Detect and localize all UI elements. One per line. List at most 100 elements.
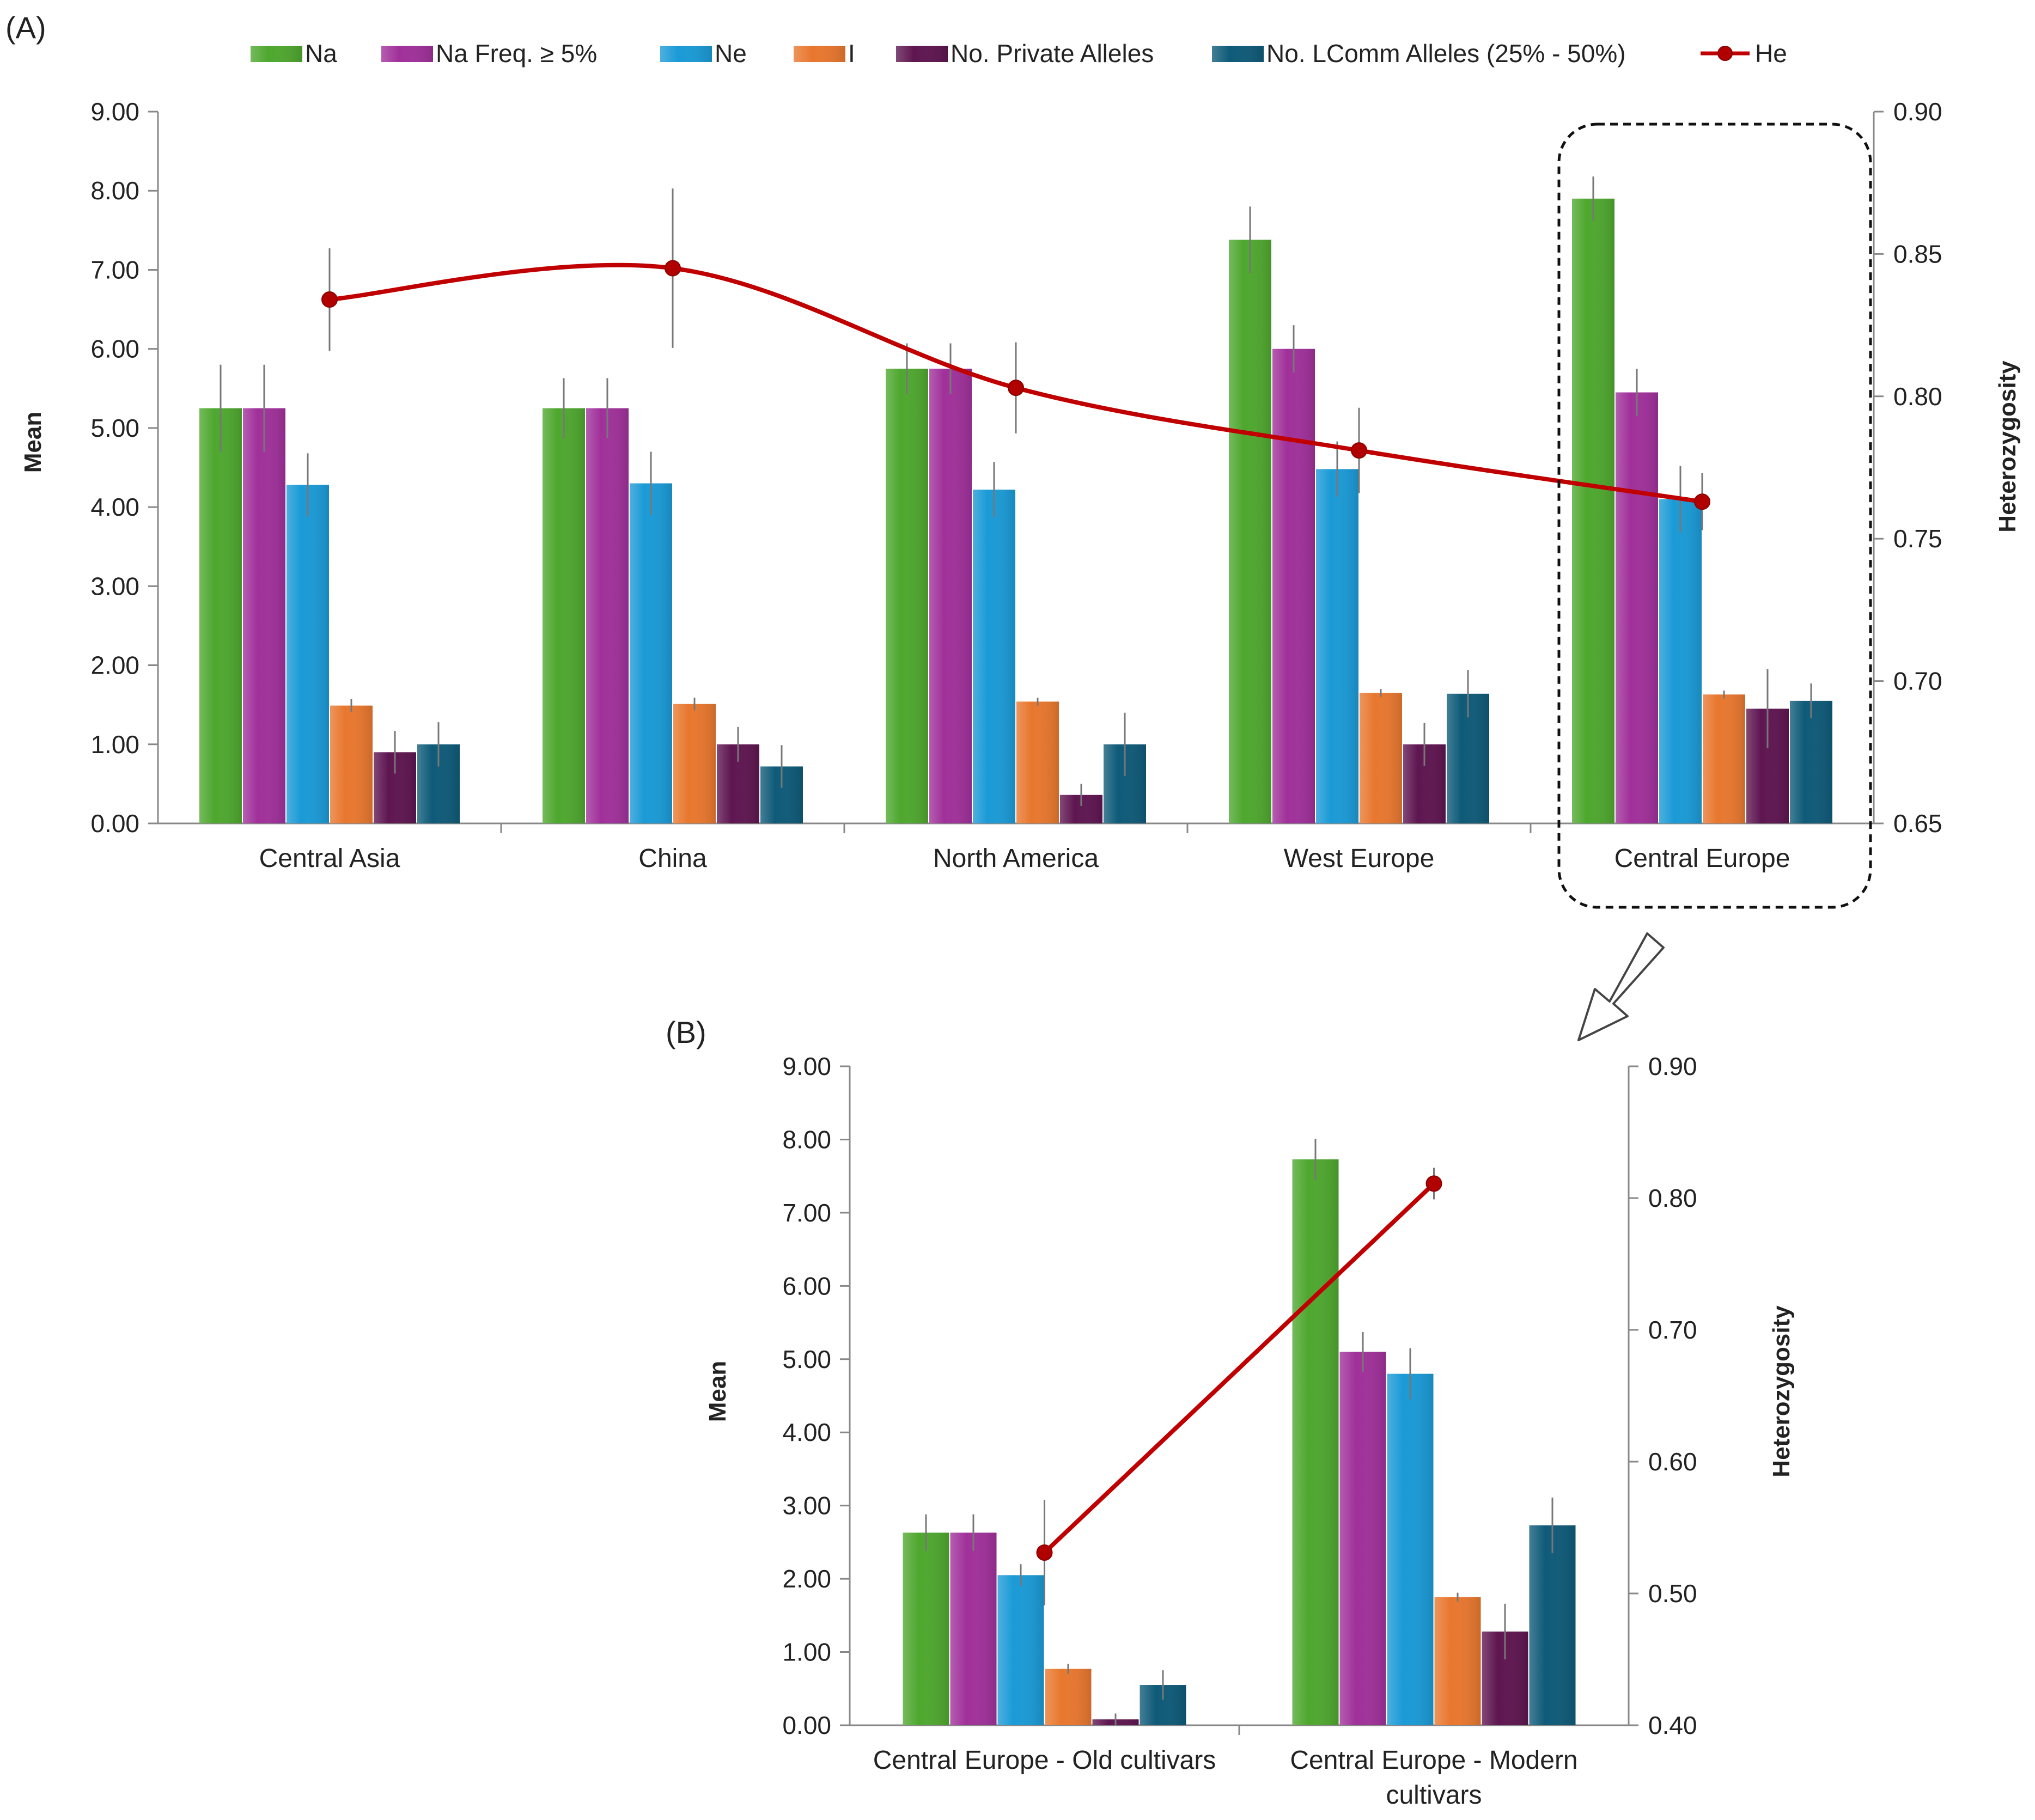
chartA-category-label: China (638, 844, 707, 873)
chartA-bar-gloss (1659, 499, 1702, 823)
chart-a-ylabel: Mean (20, 412, 46, 473)
chartB-bar-gloss (1339, 1352, 1386, 1725)
chartA-bar-gloss (630, 483, 672, 823)
chartB-bar-gloss (1045, 1669, 1092, 1725)
chartB-bar-gloss (1292, 1159, 1339, 1725)
legend-swatch-gloss (251, 46, 302, 62)
chartA-ytick-label: 9.00 (90, 97, 139, 126)
legend-swatch-gloss (660, 46, 712, 62)
chartA-category-label: Central Asia (259, 844, 400, 873)
chartB-he-point (1036, 1544, 1053, 1561)
highlight-box (1557, 123, 1872, 909)
chartB-bar-gloss (1529, 1525, 1576, 1725)
chartA-ytick-label: 1.00 (90, 730, 139, 759)
chartA-bar-gloss (673, 704, 716, 823)
chartB-y2tick-label: 0.50 (1648, 1579, 1697, 1608)
chartB-bar-gloss (950, 1532, 997, 1725)
chartA-ytick-label: 5.00 (90, 414, 139, 442)
legend-he-marker (1717, 46, 1733, 61)
chartB-y2tick-label: 0.60 (1648, 1448, 1697, 1476)
chartB-ytick-label: 0.00 (782, 1711, 831, 1739)
chartA-ytick-label: 4.00 (90, 493, 139, 521)
chartA-bar-gloss (543, 408, 585, 823)
chartB-he-line (1043, 1182, 1436, 1554)
chartA-bar-gloss (1316, 469, 1358, 823)
chartA-ytick-label: 2.00 (90, 651, 139, 680)
legend-label: No. Private Alleles (951, 39, 1154, 68)
chartB-ytick-label: 6.00 (782, 1272, 831, 1300)
chartA-bar-gloss (1790, 700, 1832, 823)
chartA-ytick-label: 7.00 (90, 255, 139, 284)
chartA-bar-gloss (929, 368, 972, 823)
chartA-bar-gloss (1572, 198, 1614, 824)
chartB-category-label: Central Europe - Old cultivars (873, 1746, 1216, 1775)
chartB-bar-gloss (997, 1575, 1044, 1725)
legend-label: Na (305, 39, 337, 68)
chartA-bar-gloss (1272, 349, 1315, 823)
chartB-category-label: cultivars (1386, 1781, 1482, 1810)
chartA-he-point (1008, 380, 1024, 396)
chartA-bar-gloss (1016, 701, 1059, 823)
chart-b-ylabel: Mean (704, 1361, 731, 1422)
chartA-bar-gloss (973, 490, 1015, 823)
legend-swatch-gloss (794, 46, 845, 62)
chartA-y2tick-label: 0.70 (1893, 667, 1942, 695)
legend-swatch-gloss (896, 46, 948, 62)
chartA-y2tick-label: 0.75 (1893, 524, 1942, 553)
legend-label: No. LComm Alleles (25% - 50%) (1266, 39, 1626, 68)
chartA-category-label: North America (933, 844, 1099, 873)
chartB-ytick-label: 4.00 (782, 1418, 831, 1446)
chartA-he-point (665, 260, 681, 277)
chartB-ytick-label: 8.00 (782, 1125, 831, 1153)
chartB-y2tick-label: 0.80 (1648, 1184, 1697, 1212)
chartA-bar-gloss (1703, 694, 1745, 823)
chartA-ytick-label: 8.00 (90, 176, 139, 205)
chartA-he-point (1351, 442, 1367, 459)
chartB-ytick-label: 5.00 (782, 1345, 831, 1373)
chartB-bar-gloss (1434, 1597, 1481, 1725)
chartA-bar-gloss (243, 408, 285, 823)
chart-a: Mean Heterozygosity 0.00 1.00 2.00 3.00 4.00… (20, 97, 2021, 873)
chartA-bar-gloss (1360, 693, 1402, 823)
chartA-bar-gloss (586, 408, 629, 823)
chartB-y2tick-label: 0.90 (1648, 1052, 1697, 1080)
chartB-ytick-label: 9.00 (782, 1052, 831, 1080)
legend-label: Na Freq. ≥ 5% (436, 39, 597, 68)
legend-swatch-gloss (1212, 46, 1264, 62)
chart-a-y2label: Heterozygosity (1994, 361, 2021, 533)
chartA-bar-gloss (330, 705, 373, 823)
chartA-y2tick-label: 0.80 (1893, 382, 1942, 411)
chartA-ytick-label: 6.00 (90, 335, 139, 363)
chartB-ytick-label: 2.00 (782, 1565, 831, 1593)
chartB-y2tick-label: 0.70 (1648, 1316, 1697, 1344)
chartA-bar-gloss (1229, 240, 1271, 823)
chartA-ytick-label: 3.00 (90, 572, 139, 600)
chartA-category-label: Central Europe (1614, 844, 1790, 873)
panel-label-b: (B) (666, 1015, 706, 1049)
chartA-bar-gloss (287, 485, 329, 823)
chartA-category-label: West Europe (1284, 844, 1435, 873)
chartB-bar-gloss (903, 1532, 949, 1725)
chartA-bar-gloss (1616, 392, 1658, 823)
chartA-y2tick-label: 0.65 (1893, 809, 1942, 838)
legend: Na Na Freq. ≥ 5% Ne I No. Private Alleles No.… (251, 39, 1787, 68)
legend-label: I (848, 39, 855, 68)
chartB-ytick-label: 1.00 (782, 1638, 831, 1666)
chartA-bar-gloss (199, 408, 242, 823)
chartA-y2tick-label: 0.90 (1893, 97, 1942, 126)
chartA-he-point (321, 291, 338, 308)
chartB-bar-gloss (1387, 1373, 1434, 1725)
chartA-bar-gloss (886, 368, 928, 823)
chartA-he-point (1694, 493, 1710, 510)
chartB-y2tick-label: 0.40 (1648, 1711, 1697, 1739)
chart-b: Mean Heterozygosity 0.00 1.00 2.00 3.00 4.00… (704, 1052, 1795, 1810)
chartB-ytick-label: 7.00 (782, 1199, 831, 1227)
chartB-he-point (1425, 1175, 1442, 1192)
legend-label: Ne (715, 39, 747, 68)
chartA-ytick-label: 0.00 (90, 809, 139, 838)
arrow-icon (1577, 932, 1665, 1041)
chartB-category-label: Central Europe - Modern (1290, 1746, 1577, 1775)
chartA-y2tick-label: 0.85 (1893, 240, 1942, 268)
legend-label-he: He (1755, 39, 1787, 68)
